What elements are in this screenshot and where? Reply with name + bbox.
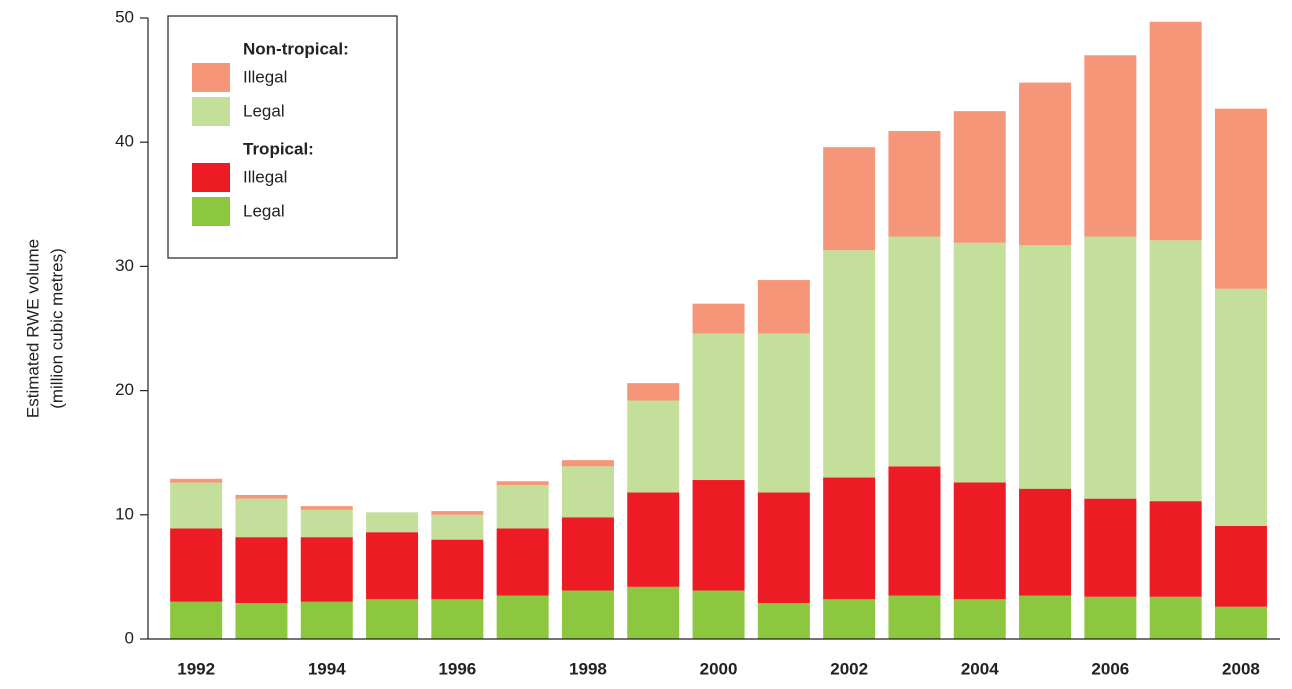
bar-segment — [431, 539, 484, 600]
bar-segment — [235, 537, 288, 603]
bar-segment — [1214, 606, 1267, 639]
bar-segment — [1019, 82, 1072, 246]
bar-segment — [1019, 595, 1072, 639]
bar-segment — [692, 480, 745, 591]
bar-segment — [1084, 236, 1137, 499]
y-axis-label-line: Estimated RWE volume — [23, 239, 42, 418]
y-axis-label-line: (million cubic metres) — [47, 248, 66, 409]
bar-segment — [235, 498, 288, 538]
x-tick-label: 2006 — [1091, 659, 1129, 678]
bar-segment — [235, 494, 288, 499]
legend-swatch — [192, 63, 230, 92]
y-tick-label: 0 — [125, 628, 134, 647]
bar-segment — [888, 131, 941, 237]
bar-segment — [757, 280, 810, 334]
bar-segment — [823, 599, 876, 639]
bar-segment — [1084, 596, 1137, 639]
bar-segment — [496, 484, 549, 529]
legend-label: Illegal — [243, 167, 287, 186]
bar-segment — [1149, 240, 1202, 502]
legend-label: Legal — [243, 201, 285, 220]
bar-segment — [823, 250, 876, 478]
bar-segment — [300, 506, 353, 510]
bar-segment — [300, 509, 353, 538]
bar-segment — [170, 528, 223, 602]
bar-segment — [561, 460, 614, 467]
x-tick-label: 2002 — [830, 659, 868, 678]
bar-segment — [1019, 245, 1072, 489]
bar-segment — [300, 601, 353, 639]
bar-segment — [823, 147, 876, 251]
bar-segment — [953, 599, 1006, 639]
legend-swatch — [192, 163, 230, 192]
bar-segment — [888, 595, 941, 639]
bar-segment — [888, 466, 941, 596]
bar-segment — [170, 482, 223, 529]
x-tick-label: 2004 — [961, 659, 999, 678]
bar-segment — [1084, 55, 1137, 237]
bar-segment — [757, 602, 810, 639]
bar-segment — [170, 601, 223, 639]
bar-segment — [366, 512, 419, 533]
bar-segment — [757, 492, 810, 603]
bar-segment — [431, 511, 484, 515]
bar-segment — [496, 595, 549, 639]
bar-segment — [692, 590, 745, 639]
bar-segment — [1084, 498, 1137, 597]
bar-segment — [366, 532, 419, 600]
y-tick-label: 40 — [115, 132, 134, 151]
bar-segment — [888, 236, 941, 467]
legend-swatch — [192, 197, 230, 226]
legend-group-title: Tropical: — [243, 139, 314, 158]
bar-segment — [235, 602, 288, 639]
bar-segment — [627, 400, 680, 493]
bar-segment — [1149, 21, 1202, 241]
bar-segment — [757, 333, 810, 493]
bar-segment — [1019, 488, 1072, 596]
bar-segment — [953, 111, 1006, 243]
legend-group-title: Non-tropical: — [243, 39, 349, 58]
legend-label: Illegal — [243, 67, 287, 86]
bar-segment — [366, 599, 419, 639]
bar-segment — [953, 482, 1006, 600]
bar-segment — [431, 599, 484, 639]
bar-segment — [953, 242, 1006, 483]
bar-segment — [692, 303, 745, 334]
bar-segment — [561, 517, 614, 591]
bar-segment — [170, 478, 223, 483]
bar-segment — [496, 481, 549, 485]
x-tick-label: 1998 — [569, 659, 607, 678]
bar-segment — [561, 590, 614, 639]
y-tick-label: 20 — [115, 380, 134, 399]
bar-segment — [1214, 288, 1267, 526]
bar-segment — [823, 477, 876, 600]
bar-segment — [496, 528, 549, 596]
bar-segment — [300, 537, 353, 602]
bar-segment — [627, 492, 680, 587]
y-tick-label: 30 — [115, 256, 134, 275]
bar-segment — [1214, 108, 1267, 289]
bar-segment — [431, 514, 484, 540]
bar-segment — [561, 466, 614, 518]
bar-segment — [692, 333, 745, 481]
bar-segment — [1149, 501, 1202, 597]
y-tick-label: 10 — [115, 504, 134, 523]
x-tick-label: 2000 — [700, 659, 738, 678]
bar-segment — [1149, 596, 1202, 639]
y-tick-label: 50 — [115, 7, 134, 26]
bar-segment — [627, 383, 680, 401]
legend-label: Legal — [243, 101, 285, 120]
x-tick-label: 1996 — [438, 659, 476, 678]
x-tick-label: 2008 — [1222, 659, 1260, 678]
bar-segment — [627, 586, 680, 639]
legend-swatch — [192, 97, 230, 126]
x-tick-label: 1994 — [308, 659, 346, 678]
bar-segment — [1214, 525, 1267, 607]
x-tick-label: 1992 — [177, 659, 215, 678]
